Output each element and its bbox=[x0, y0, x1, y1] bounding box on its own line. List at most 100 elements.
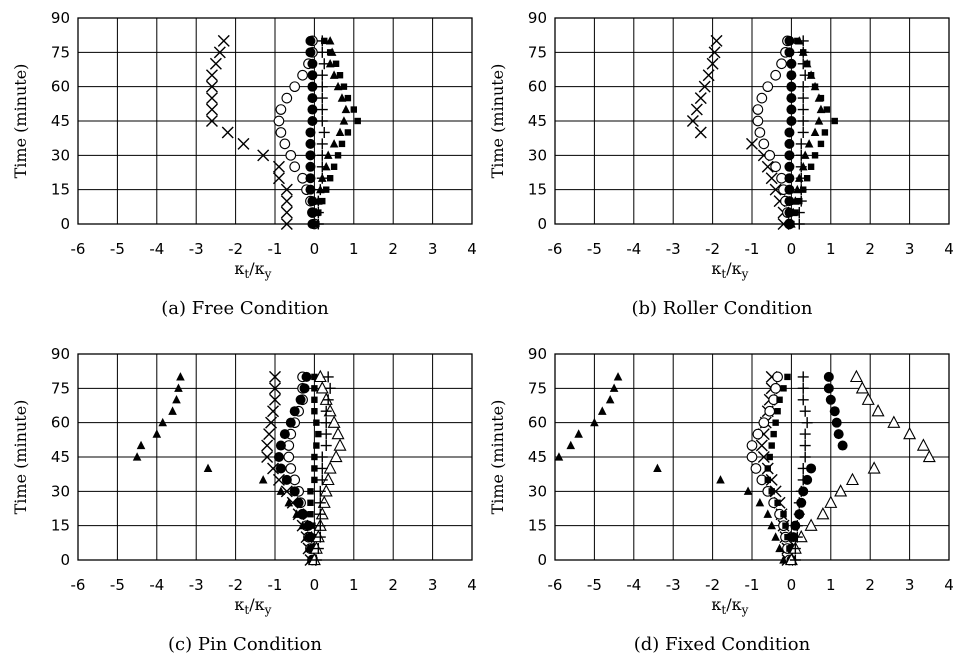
open-circle-marker bbox=[750, 463, 762, 474]
plus-marker bbox=[799, 428, 811, 440]
filled-circle-marker bbox=[786, 93, 797, 104]
filled-square-marker bbox=[334, 152, 342, 159]
data-series bbox=[784, 35, 797, 229]
x-tick-label: 0 bbox=[787, 576, 797, 594]
filled-triangle-marker bbox=[176, 372, 185, 381]
y-tick-label: 15 bbox=[51, 181, 70, 199]
filled-square-marker bbox=[764, 476, 771, 484]
filled-circle-marker bbox=[293, 497, 304, 508]
filled-circle-marker bbox=[829, 406, 840, 417]
cross-marker bbox=[280, 218, 293, 230]
cross-marker bbox=[694, 126, 707, 139]
filled-circle-marker bbox=[307, 116, 318, 126]
open-triangle-marker bbox=[315, 507, 329, 520]
open-circle-marker bbox=[764, 149, 776, 161]
filled-circle-marker bbox=[307, 219, 318, 229]
filled-triangle-marker bbox=[132, 452, 142, 461]
cross-marker bbox=[261, 451, 274, 463]
plus-marker bbox=[320, 440, 332, 452]
x-axis-title: κt/κy bbox=[234, 595, 271, 617]
filled-circle-marker bbox=[305, 35, 316, 46]
y-axis-title: Time (minute) bbox=[488, 400, 507, 515]
x-tick-label: 3 bbox=[905, 240, 915, 258]
open-circle-marker bbox=[754, 127, 766, 138]
filled-square-marker bbox=[784, 533, 791, 541]
x-tick-label: 0 bbox=[787, 240, 797, 258]
cross-marker bbox=[205, 103, 218, 116]
filled-circle-marker bbox=[305, 47, 316, 58]
cross-marker bbox=[694, 92, 707, 105]
x-tick-label: -6 bbox=[71, 240, 86, 258]
filled-square-marker bbox=[326, 175, 334, 182]
open-circle-marker bbox=[764, 405, 776, 417]
filled-circle-marker bbox=[301, 371, 312, 382]
filled-circle-marker bbox=[305, 138, 316, 149]
filled-square-marker bbox=[307, 488, 314, 495]
filled-triangle-marker bbox=[325, 58, 335, 68]
plus-marker bbox=[314, 531, 326, 543]
plus-marker bbox=[316, 35, 328, 47]
x-tick-label: -2 bbox=[705, 240, 720, 258]
plus-marker bbox=[797, 81, 809, 93]
filled-circle-marker bbox=[307, 196, 318, 207]
open-triangle-marker bbox=[861, 392, 875, 405]
y-tick-label: 75 bbox=[528, 379, 547, 397]
filled-circle-marker bbox=[305, 173, 316, 184]
filled-triangle-marker bbox=[203, 463, 213, 473]
plus-marker bbox=[316, 69, 328, 81]
filled-square-marker bbox=[780, 511, 787, 518]
open-circle-marker bbox=[752, 104, 764, 115]
x-tick-label: -2 bbox=[228, 240, 243, 258]
data-series bbox=[554, 372, 788, 564]
y-tick-label: 60 bbox=[528, 78, 547, 96]
open-circle-marker bbox=[762, 81, 774, 93]
x-tick-label: -1 bbox=[268, 240, 283, 258]
plus-marker bbox=[793, 218, 805, 230]
plus-marker bbox=[795, 149, 807, 161]
cross-marker bbox=[265, 416, 278, 429]
x-tick-label: -2 bbox=[228, 576, 243, 594]
open-circle-marker bbox=[297, 69, 308, 81]
open-circle-marker bbox=[758, 417, 770, 429]
filled-square-marker bbox=[344, 129, 352, 136]
filled-circle-marker bbox=[281, 474, 292, 485]
plus-marker bbox=[795, 195, 807, 207]
filled-circle-marker bbox=[786, 81, 797, 92]
x-tick-label: 4 bbox=[467, 240, 477, 258]
y-tick-label: 90 bbox=[528, 345, 547, 363]
x-tick-label: 1 bbox=[349, 576, 359, 594]
filled-square-marker bbox=[823, 106, 831, 113]
filled-circle-marker bbox=[833, 429, 844, 440]
x-tick-label: 2 bbox=[388, 240, 398, 258]
filled-circle-marker bbox=[305, 150, 316, 161]
cross-marker bbox=[755, 439, 768, 452]
open-circle-marker bbox=[281, 92, 293, 104]
filled-triangle-marker bbox=[329, 70, 339, 79]
filled-square-marker bbox=[831, 117, 838, 125]
plus-marker bbox=[801, 417, 813, 429]
open-triangle-marker bbox=[816, 507, 830, 520]
filled-triangle-marker bbox=[613, 372, 623, 381]
plus-marker bbox=[314, 485, 326, 497]
plus-marker bbox=[799, 69, 811, 81]
plus-marker bbox=[797, 462, 809, 474]
x-tick-label: 0 bbox=[310, 576, 320, 594]
filled-triangle-marker bbox=[775, 543, 784, 553]
filled-square-marker bbox=[780, 385, 787, 392]
x-tick-label: 3 bbox=[428, 576, 438, 594]
filled-square-marker bbox=[807, 163, 815, 170]
open-circle-marker bbox=[273, 115, 285, 127]
cross-marker bbox=[746, 137, 758, 150]
data-series bbox=[784, 369, 936, 566]
filled-triangle-marker bbox=[329, 139, 339, 148]
cross-marker bbox=[702, 69, 715, 82]
filled-square-marker bbox=[313, 419, 320, 426]
filled-triangle-marker bbox=[779, 555, 788, 564]
open-circle-marker bbox=[756, 92, 768, 104]
filled-triangle-marker bbox=[258, 475, 268, 484]
plus-marker bbox=[795, 138, 807, 150]
y-tick-label: 30 bbox=[528, 482, 547, 500]
filled-square-marker bbox=[766, 453, 773, 461]
x-tick-label: 3 bbox=[428, 240, 438, 258]
cross-marker bbox=[706, 57, 719, 70]
